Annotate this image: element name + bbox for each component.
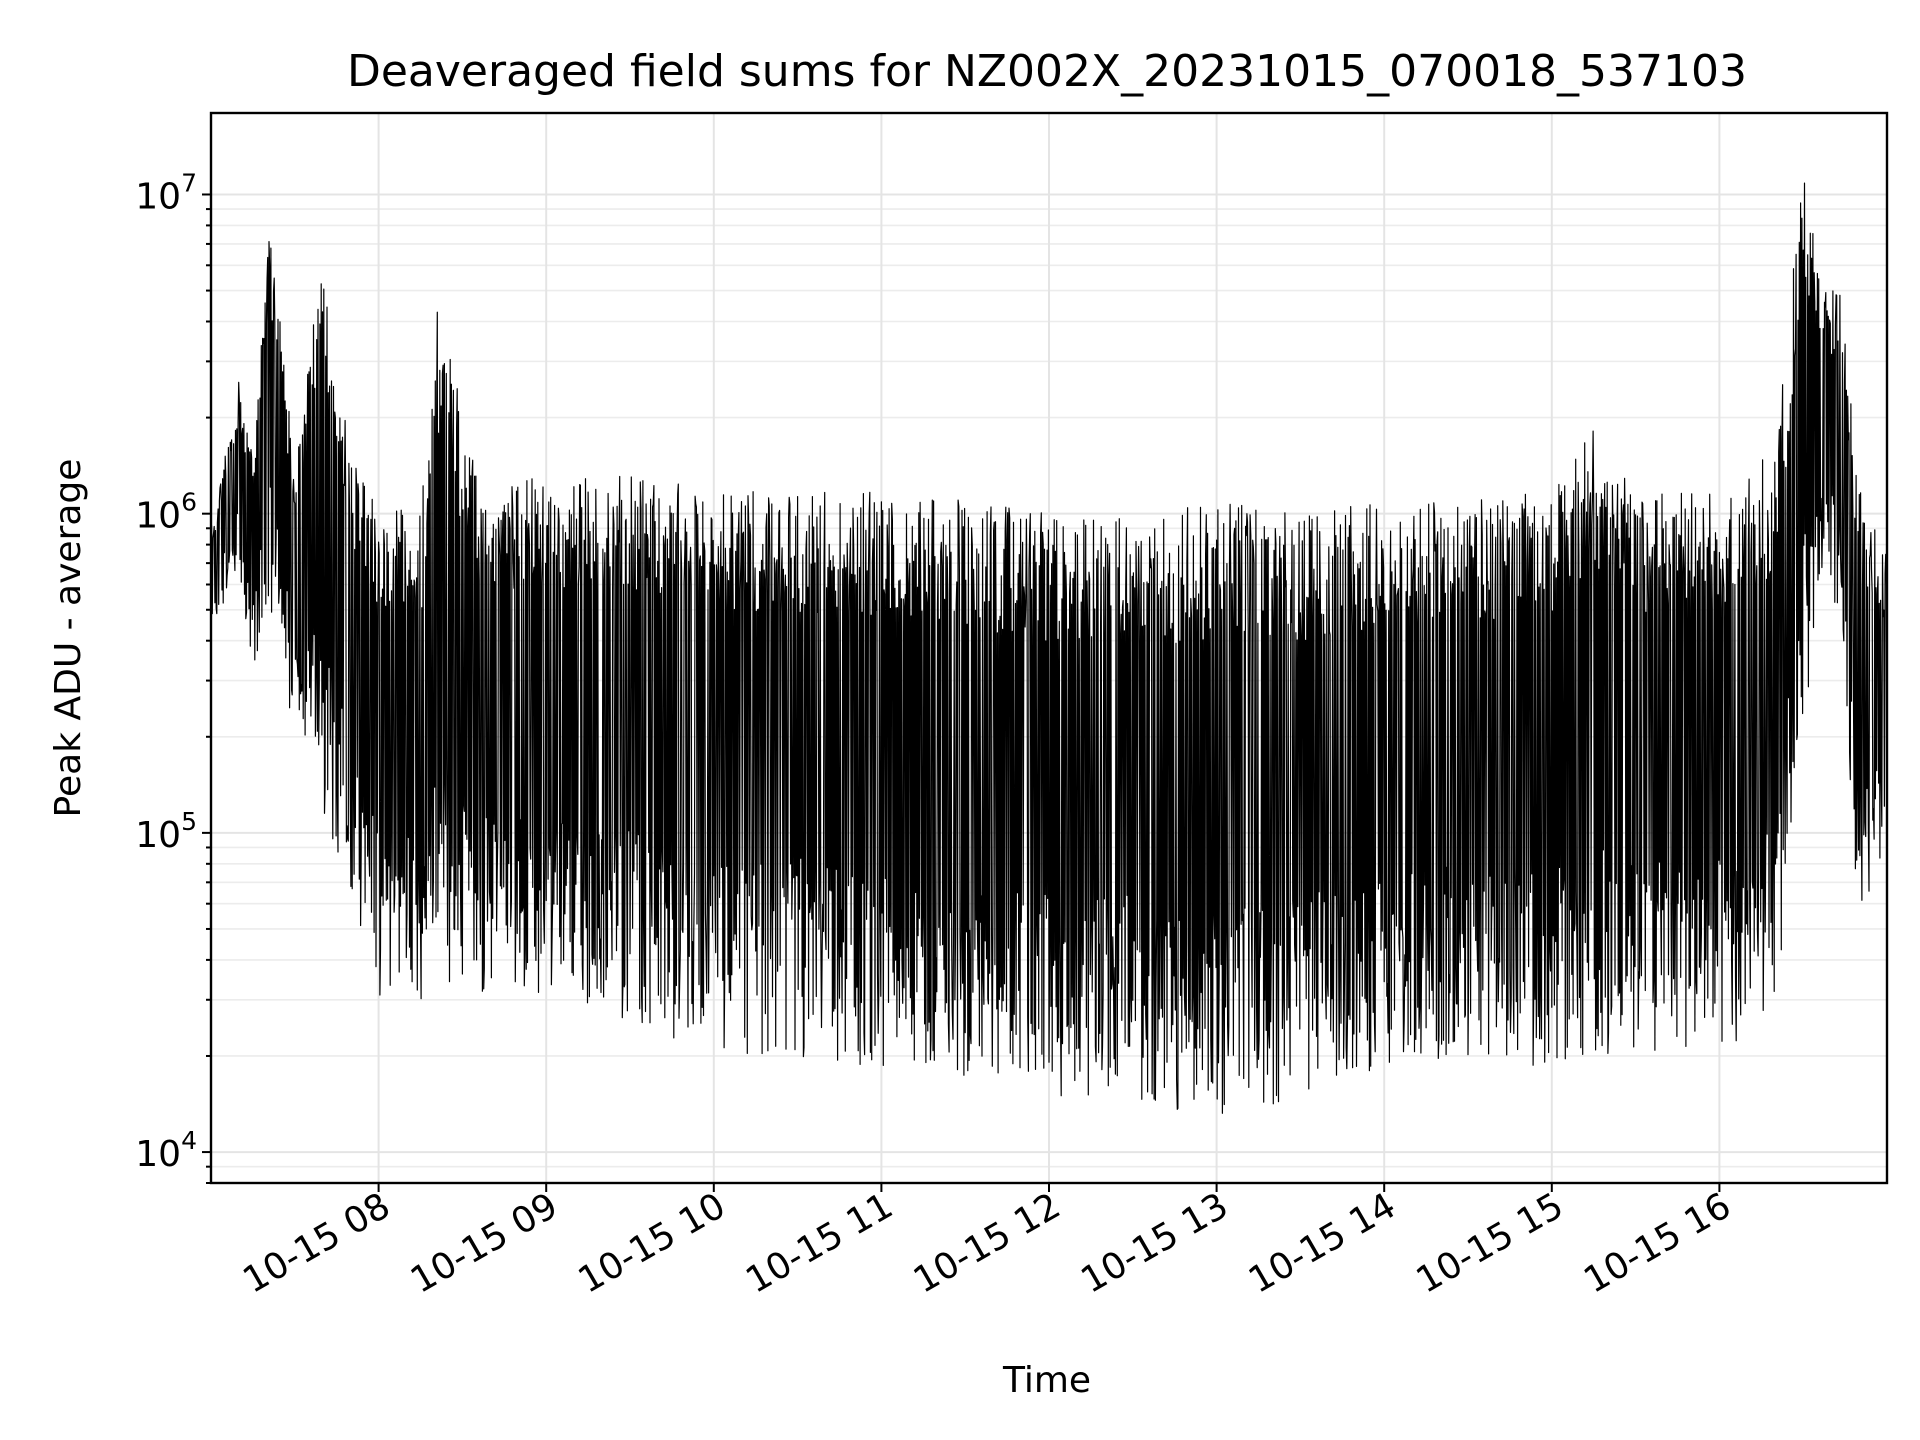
y-tick-label: 104 — [135, 1126, 197, 1175]
y-tick-label-base: 10 — [135, 815, 181, 856]
y-tick-label-exponent: 6 — [181, 488, 197, 517]
series-line — [210, 182, 1888, 1114]
y-axis-label: Peak ADU - average — [48, 459, 89, 818]
y-tick-label-base: 10 — [135, 496, 181, 537]
y-tick-label-base: 10 — [135, 176, 181, 217]
x-axis-label: Time — [1002, 1360, 1091, 1401]
chart-title: Deaveraged field sums for NZ002X_2023101… — [347, 46, 1747, 97]
y-tick-label: 106 — [135, 488, 197, 537]
y-tick-label-base: 10 — [135, 1134, 181, 1175]
data-series — [210, 182, 1888, 1114]
y-tick-label-exponent: 4 — [181, 1126, 197, 1155]
y-tick-label-exponent: 7 — [181, 168, 197, 197]
y-tick-label-exponent: 5 — [181, 807, 197, 836]
y-tick-label: 105 — [135, 807, 197, 856]
y-tick-label: 107 — [135, 168, 197, 217]
